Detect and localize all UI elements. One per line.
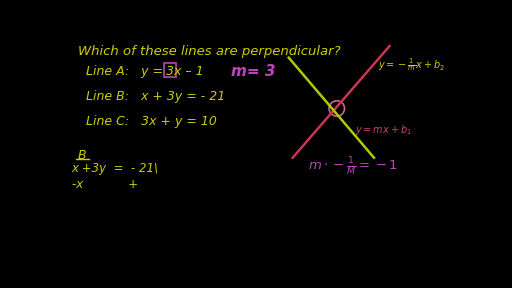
Text: Line A:   y =: Line A: y = [86, 65, 167, 78]
Text: Line B:   x + 3y = - 21: Line B: x + 3y = - 21 [86, 90, 225, 103]
Text: $y = mx + b_1$: $y = mx + b_1$ [355, 123, 412, 137]
Text: $m \cdot -\frac{1}{M} = -1$: $m \cdot -\frac{1}{M} = -1$ [308, 156, 398, 178]
Text: $y = -\frac{1}{m}x + b_2$: $y = -\frac{1}{m}x + b_2$ [378, 56, 445, 73]
Text: 3x – 1: 3x – 1 [166, 65, 204, 78]
Text: -x            +: -x + [72, 178, 138, 191]
Text: B: B [78, 149, 87, 162]
Text: m= 3: m= 3 [230, 64, 275, 79]
Text: x +3y  =  - 21\: x +3y = - 21\ [72, 162, 159, 175]
Text: Which of these lines are perpendicular?: Which of these lines are perpendicular? [78, 45, 340, 58]
Text: Line C:   3x + y = 10: Line C: 3x + y = 10 [86, 115, 217, 128]
